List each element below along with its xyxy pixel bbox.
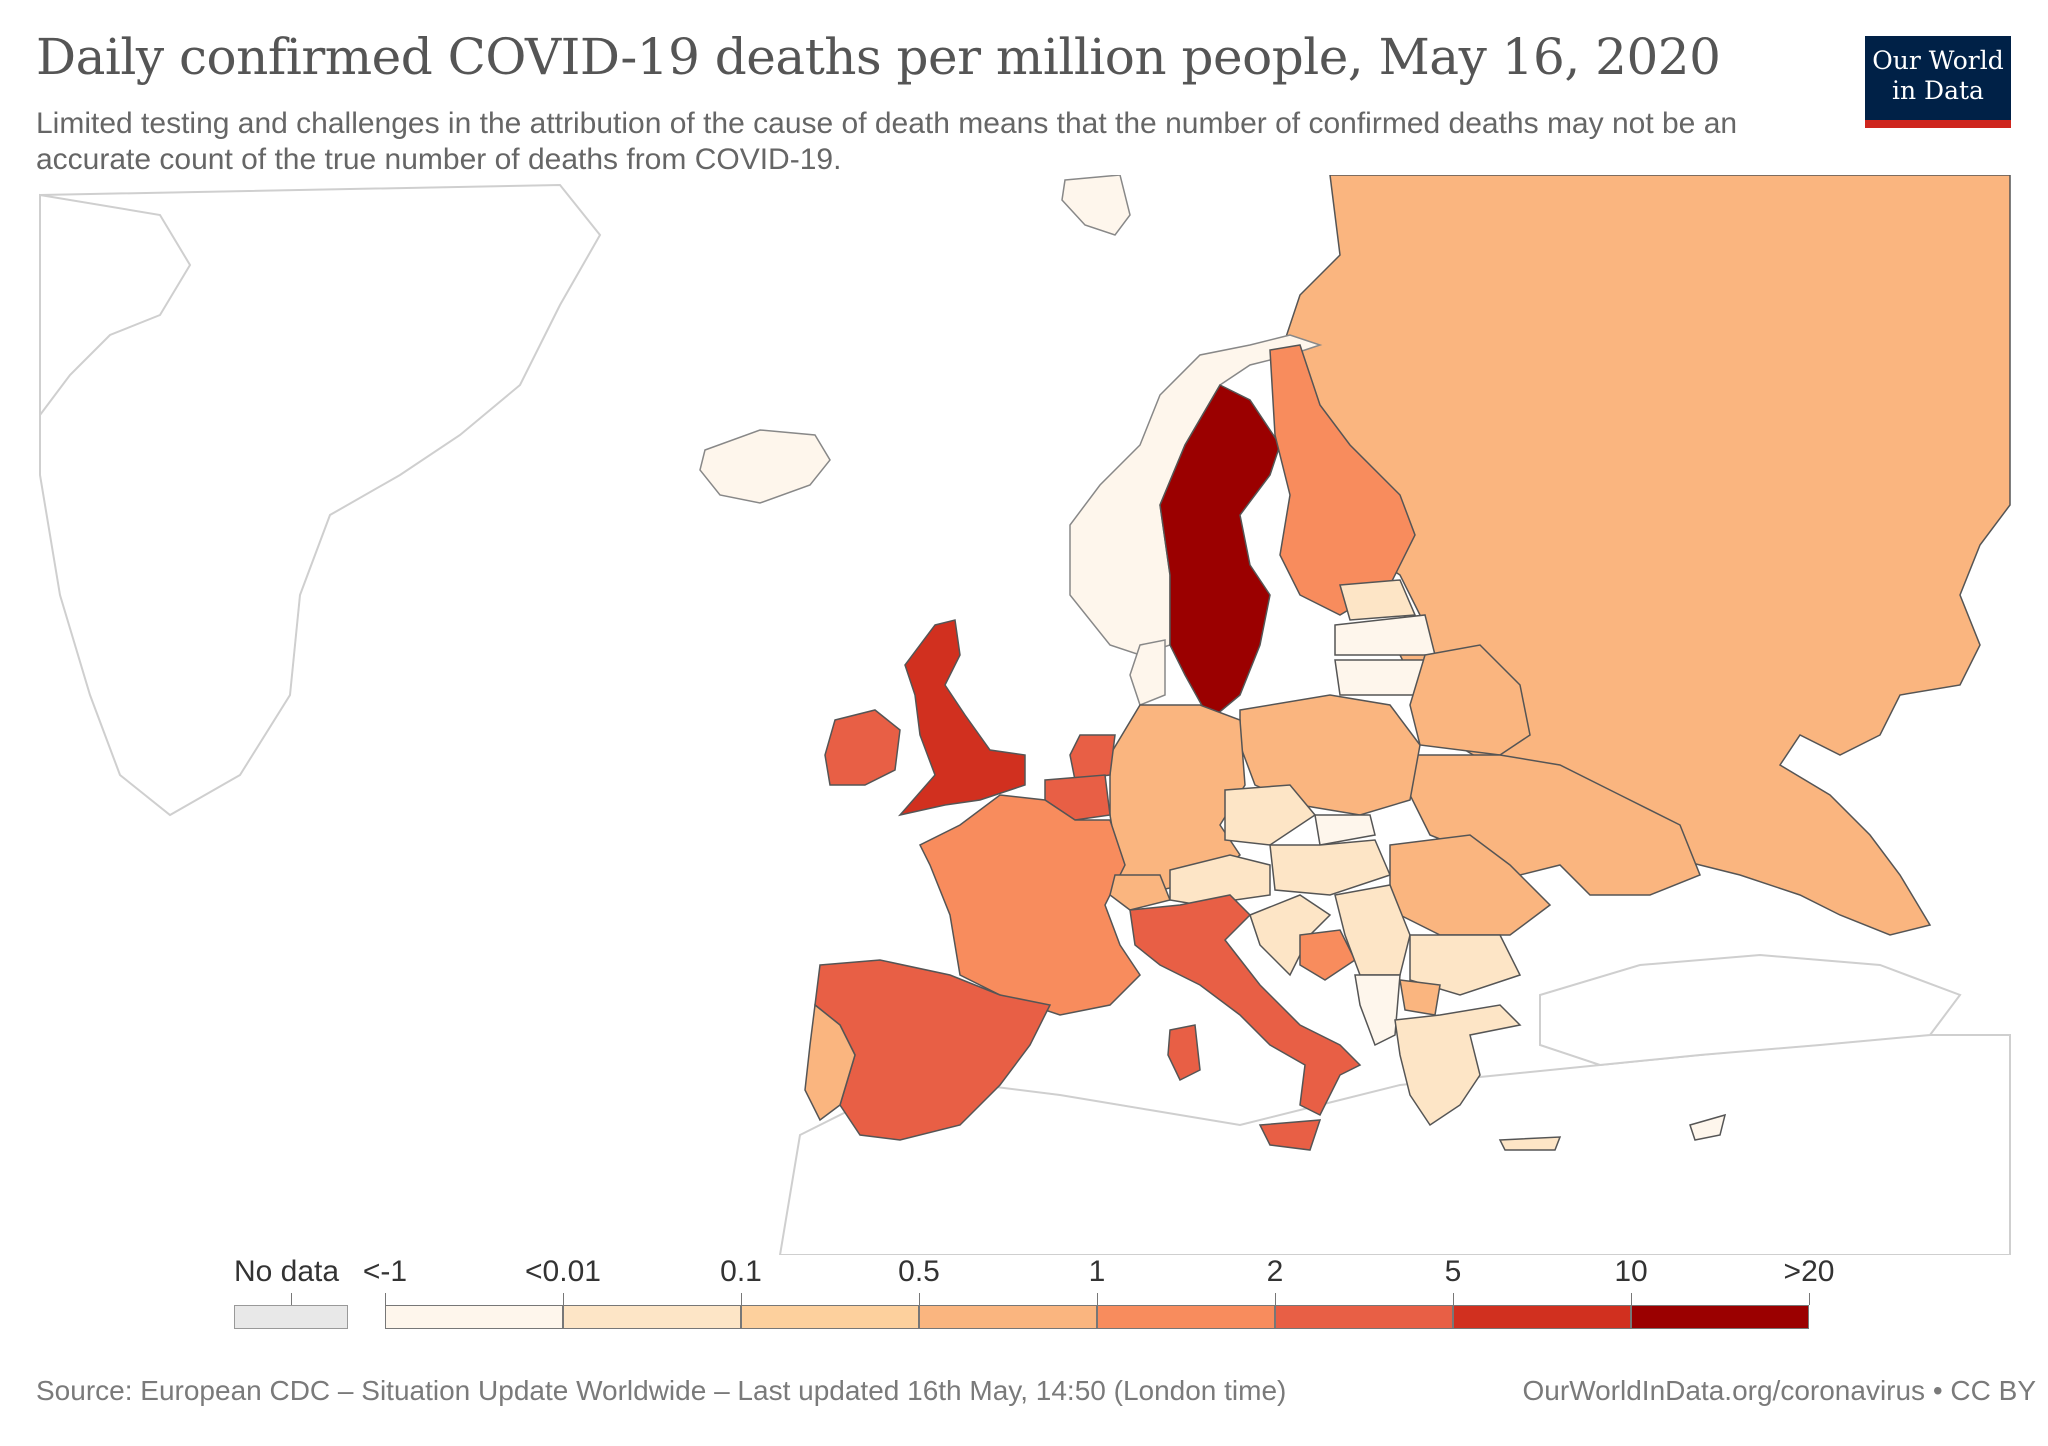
logo-line-1: Our World [1872,46,2004,75]
legend-tick-label: <0.01 [525,1255,601,1288]
legend-bin[interactable] [385,1305,563,1329]
legend-tick-label: 5 [1444,1255,1462,1288]
turkey-region [1539,953,1962,1067]
owid-logo[interactable]: Our World in Data [1865,36,2011,128]
legend-tick [385,1293,386,1305]
bulgaria[interactable] [1409,934,1522,996]
cyprus[interactable] [1689,1113,1727,1141]
hungary[interactable] [1269,839,1392,896]
sweden[interactable] [1159,384,1281,722]
chart-title: Daily confirmed COVID-19 deaths per mill… [36,28,1721,86]
ireland[interactable] [824,709,901,786]
legend-no-data-label: No data [234,1255,340,1288]
logo-accent-bar [1865,120,2011,128]
legend-bin[interactable] [1453,1305,1631,1329]
legend: No data <-1 <0.01 0.1 0.5 1 2 5 10 >20 [0,1255,2048,1345]
site-credit[interactable]: OurWorldInData.org/coronavirus • CC BY [1522,1375,2036,1406]
legend-bin[interactable] [563,1305,741,1329]
legend-tick [919,1293,920,1305]
legend-bin[interactable] [919,1305,1097,1329]
legend-bin[interactable] [1631,1305,1809,1329]
legend-tick-label: >20 [1783,1255,1835,1288]
legend-tick-label: 10 [1614,1255,1648,1288]
canada-land [39,193,192,418]
chart-subtitle: Limited testing and challenges in the at… [36,107,1738,176]
denmark[interactable] [1129,639,1166,706]
estonia[interactable] [1339,579,1417,621]
legend-tick-label: 1 [1088,1255,1106,1288]
north-macedonia[interactable] [1399,979,1441,1016]
legend-no-data-swatch[interactable] [234,1305,348,1329]
legend-tick-label: <-1 [362,1255,408,1288]
legend-tick-label: 0.5 [898,1255,940,1288]
legend-tick [1453,1293,1454,1305]
united-kingdom[interactable] [897,619,1026,817]
legend-tick [1275,1293,1276,1305]
italy[interactable] [1129,894,1362,1117]
legend-tick [1097,1293,1098,1305]
greece[interactable] [1394,1004,1522,1127]
switzerland[interactable] [1109,874,1172,911]
czechia[interactable] [1224,784,1317,846]
legend-tick [1631,1293,1632,1305]
legend-no-data-tick [291,1293,292,1305]
france[interactable] [918,794,1141,1016]
legend-tick-label: 0.1 [720,1255,762,1288]
belgium[interactable] [1044,774,1111,821]
portugal[interactable] [804,1003,856,1122]
legend-bin[interactable] [741,1305,919,1329]
lithuania[interactable] [1334,659,1426,696]
bosnia[interactable] [1299,929,1356,981]
europe-map[interactable] [0,175,2048,1255]
crete[interactable] [1498,1136,1562,1151]
source-note: Source: European CDC – Situation Update … [36,1375,1287,1406]
svalbard [1061,175,1131,236]
legend-bin[interactable] [1097,1305,1275,1329]
sicily[interactable] [1258,1119,1322,1151]
greenland-land [39,183,602,817]
legend-bin[interactable] [1275,1305,1453,1329]
iceland[interactable] [699,429,831,504]
albania-montenegro[interactable] [1354,974,1401,1047]
belarus[interactable] [1409,644,1531,756]
netherlands[interactable] [1069,734,1116,781]
latvia[interactable] [1334,614,1436,656]
legend-tick [563,1293,564,1305]
slovakia[interactable] [1314,814,1376,846]
logo-line-2: in Data [1892,76,1984,105]
legend-tick [741,1293,742,1305]
austria[interactable] [1169,854,1271,906]
sardinia[interactable] [1167,1024,1201,1082]
legend-tick [1809,1293,1810,1305]
legend-tick-label: 2 [1266,1255,1284,1288]
